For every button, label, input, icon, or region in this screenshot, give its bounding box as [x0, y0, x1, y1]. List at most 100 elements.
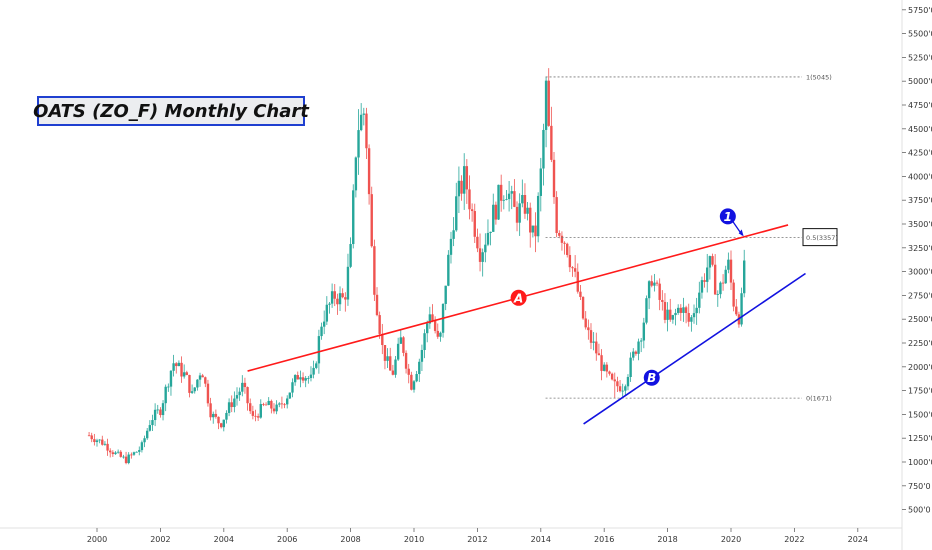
candle-body-168 [531, 225, 535, 233]
candle-body-123 [412, 381, 416, 390]
candle-body-212 [647, 281, 651, 299]
y-tick-label-20: 5500'0 [908, 30, 932, 39]
y-tick-label-5: 1750'0 [908, 387, 932, 396]
candle-body-145 [470, 209, 474, 212]
candle-body-231 [698, 292, 701, 308]
candle-body-9 [111, 452, 115, 455]
label-a-circle [510, 289, 527, 306]
candle-body-69 [270, 400, 273, 409]
candle-body-175 [550, 125, 553, 160]
candle-body-150 [484, 244, 487, 253]
candle-body-214 [653, 282, 656, 286]
candle-body-137 [449, 238, 453, 255]
candle-body-52 [225, 412, 228, 420]
candle-body-159 [507, 193, 511, 200]
y-tick-label-12: 3500'0 [908, 220, 932, 229]
candle-body-7 [106, 443, 109, 451]
candle-body-136 [447, 254, 450, 286]
arrow-1-head [738, 229, 744, 237]
candle-body-106 [367, 148, 371, 195]
candle-body-244 [732, 282, 735, 307]
candle-body-240 [721, 282, 725, 284]
candle-body-191 [592, 341, 595, 343]
candle-body-38 [188, 374, 191, 393]
candle-body-157 [502, 199, 506, 201]
chart-title: OATS (ZO_F) Monthly Chart [33, 100, 309, 122]
candle-body-42 [198, 375, 202, 380]
candle-body-36 [182, 372, 186, 377]
candle-body-172 [542, 129, 545, 169]
candle-body-223 [676, 307, 680, 313]
candle-body-17 [132, 452, 136, 455]
candle-body-39 [190, 391, 194, 393]
candle-body-89 [322, 321, 326, 327]
x-tick-label-4: 2008 [340, 535, 360, 544]
candle-body-162 [515, 206, 519, 223]
candle-body-215 [655, 282, 659, 284]
candle-body-232 [700, 280, 704, 293]
candle-body-152 [489, 231, 492, 233]
candle-body-116 [394, 359, 397, 375]
candle-body-131 [433, 320, 437, 331]
candle-body-194 [600, 355, 603, 371]
candle-body-132 [436, 330, 439, 337]
candle-body-47 [212, 413, 215, 418]
candle-body-12 [119, 451, 122, 457]
label-1-circle [719, 208, 736, 225]
candle-body-237 [713, 264, 717, 295]
candle-body-14 [124, 456, 128, 464]
candle-body-60 [246, 387, 249, 404]
candle-body-199 [613, 379, 616, 382]
candle-body-48 [214, 413, 218, 417]
candle-body-173 [544, 80, 548, 130]
candle-body-178 [558, 233, 561, 236]
candle-body-37 [185, 372, 189, 375]
candle-body-129 [428, 314, 432, 324]
candle-body-242 [727, 259, 730, 270]
candle-body-182 [568, 254, 572, 268]
candle-body-99 [349, 244, 352, 267]
candle-body-64 [256, 416, 260, 418]
candle-body-107 [370, 194, 373, 247]
candle-body-228 [690, 317, 693, 322]
candle-body-200 [616, 381, 619, 387]
candle-body-30 [167, 386, 170, 388]
candle-body-170 [536, 195, 540, 237]
candle-body-110 [378, 315, 381, 334]
candle-body-236 [711, 256, 714, 265]
candle-body-147 [476, 236, 479, 249]
y-tick-label-6: 2000'0 [908, 363, 932, 372]
candle-body-81 [301, 377, 305, 381]
candle-body-135 [444, 285, 447, 304]
fib-label-1: 0.5(3357) [806, 234, 838, 242]
candle-body-62 [251, 411, 255, 416]
candle-body-187 [581, 296, 585, 319]
candle-body-230 [695, 307, 698, 314]
candle-body-34 [177, 362, 181, 367]
overlays-layer: 1(5045) 0.5(3357) 0(1671) A B 1 [247, 73, 838, 425]
candle-body-4 [98, 439, 101, 441]
candle-body-177 [555, 197, 558, 234]
candle-body-49 [217, 416, 220, 424]
candle-body-167 [529, 207, 532, 233]
candle-body-82 [304, 378, 307, 381]
candle-body-78 [293, 375, 297, 383]
candle-body-45 [206, 383, 210, 404]
candle-body-158 [505, 199, 508, 200]
candle-body-115 [391, 370, 395, 375]
candle-body-20 [140, 442, 144, 451]
y-tick-label-18: 5000'0 [908, 77, 932, 86]
candle-body-15 [127, 454, 130, 464]
candle-body-70 [272, 408, 276, 412]
candle-body-161 [513, 191, 516, 207]
x-tick-label-9: 2018 [657, 535, 677, 544]
x-tick-label-5: 2010 [404, 535, 424, 544]
candle-body-117 [396, 343, 400, 360]
candle-body-87 [317, 336, 321, 364]
candle-body-165 [523, 195, 527, 214]
candle-body-141 [460, 180, 463, 194]
candle-body-118 [399, 337, 402, 344]
candle-body-50 [219, 423, 223, 428]
x-tick-label-8: 2016 [594, 535, 614, 544]
candle-body-195 [603, 364, 606, 371]
